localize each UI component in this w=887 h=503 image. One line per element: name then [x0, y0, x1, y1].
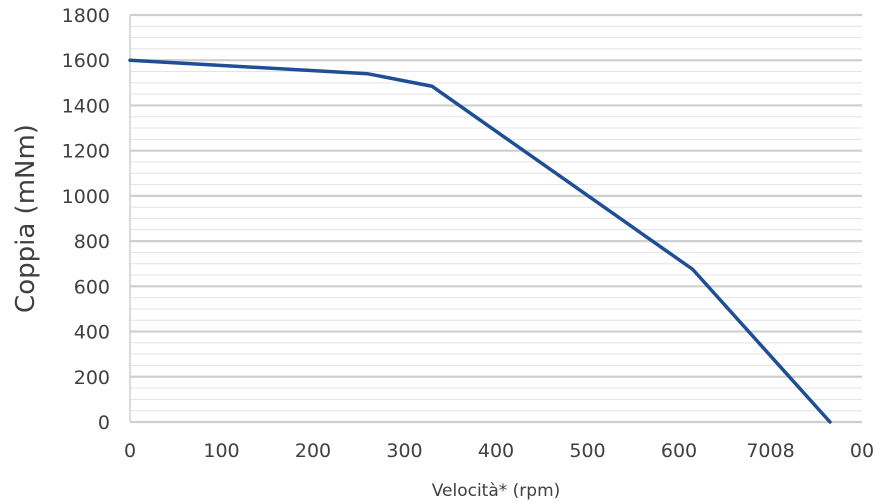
x-axis-title: Velocità* (rpm) [432, 481, 561, 501]
minor-gridlines [130, 25, 862, 412]
x-axis-ticks: 0 100 200 300 400 500 600 7008 00 [124, 440, 874, 462]
x-tick-label: 0 [124, 440, 136, 462]
y-tick-label: 0 [98, 412, 110, 434]
y-tick-label: 600 [74, 276, 110, 298]
y-tick-label: 200 [74, 367, 110, 389]
x-tick-label: 100 [203, 440, 239, 462]
y-tick-label: 1600 [62, 50, 110, 72]
x-tick-label: 300 [386, 440, 422, 462]
x-tick-label: 7008 [746, 440, 794, 462]
major-gridlines [130, 13, 862, 424]
x-tick-label: 400 [478, 440, 514, 462]
y-tick-label: 1200 [62, 141, 110, 163]
x-tick-label: 00 [850, 440, 874, 462]
y-axis-title: Coppia (mNm) [11, 124, 41, 313]
y-tick-label: 1000 [62, 186, 110, 208]
series-layer [128, 58, 832, 424]
y-tick-label: 1400 [62, 95, 110, 117]
y-tick-label: 1800 [62, 5, 110, 27]
x-tick-label: 600 [661, 440, 697, 462]
y-tick-label: 400 [74, 322, 110, 344]
y-axis-ticks: 0 200 400 600 800 1000 1200 1400 1600 1800 [62, 5, 110, 434]
x-tick-label: 200 [295, 440, 331, 462]
x-tick-label: 500 [569, 440, 605, 462]
y-tick-label: 800 [74, 231, 110, 253]
series-line [128, 58, 832, 424]
